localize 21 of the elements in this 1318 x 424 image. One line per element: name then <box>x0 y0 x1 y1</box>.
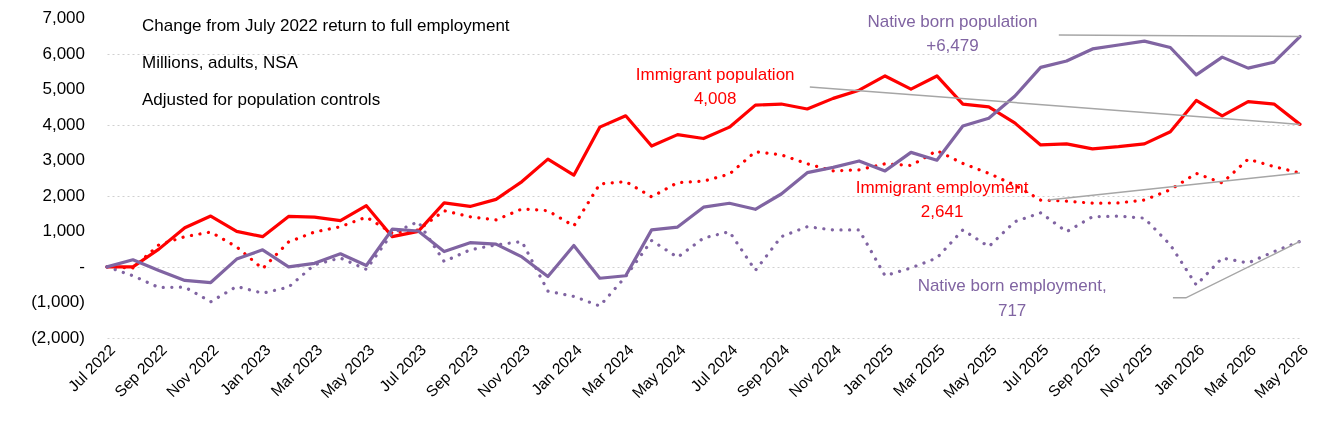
annotation: 717 <box>997 301 1027 321</box>
y-tick-label: 6,000 <box>42 43 85 63</box>
y-tick-label: (2,000) <box>31 328 85 347</box>
annotation: 4,008 <box>693 89 737 109</box>
text: Native born population <box>867 11 1038 31</box>
annotation: Millions, adults, NSA <box>142 53 299 72</box>
annotation: +6,479 <box>926 36 979 56</box>
series-label: Native born employment, <box>917 276 1107 296</box>
series-label: Immigrant population <box>635 64 795 84</box>
y-tick-label: 4,000 <box>42 114 85 134</box>
annotation: Change from July 2022 return to full employment <box>142 16 510 35</box>
annotation: Adjusted for population controls <box>142 90 381 109</box>
y-tick-label: 5,000 <box>42 79 85 99</box>
y-tick-label: (1,000) <box>31 292 85 312</box>
y-tick-label: 7,000 <box>42 8 85 27</box>
y-tick-label: - <box>79 256 85 276</box>
y-tick-label: 3,000 <box>42 150 85 170</box>
series-label: Immigrant employment <box>855 177 1029 197</box>
annotation: 2,641 <box>920 202 964 222</box>
y-tick-label: 2,000 <box>42 185 85 205</box>
y-tick-label: 1,000 <box>42 221 85 241</box>
